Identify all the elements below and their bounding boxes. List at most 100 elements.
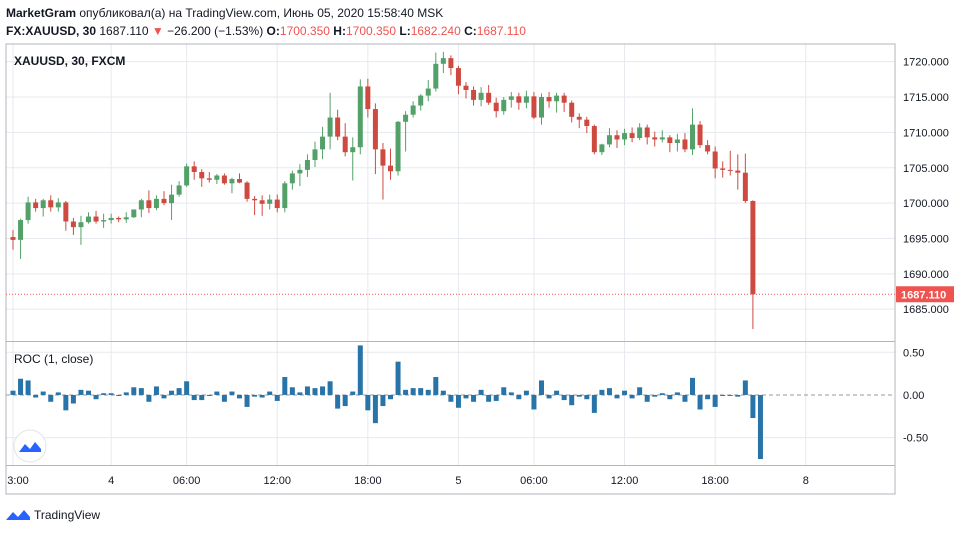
footer-brand[interactable]: TradingView xyxy=(34,508,101,522)
candle-body xyxy=(576,116,582,120)
roc-bar xyxy=(123,392,129,395)
roc-bar xyxy=(244,394,250,407)
roc-bar xyxy=(523,390,529,395)
candle xyxy=(712,146,718,179)
candle-body xyxy=(252,198,258,201)
roc-bar xyxy=(606,388,612,395)
time-tick-label: 8 xyxy=(803,475,809,487)
roc-bar xyxy=(546,394,552,399)
candle-body xyxy=(674,139,680,143)
roc-bar xyxy=(433,377,439,395)
candle xyxy=(365,78,371,118)
roc-bar xyxy=(380,394,386,407)
candle-body xyxy=(78,222,84,228)
time-tick-label: 12:00 xyxy=(263,475,291,487)
candle xyxy=(146,190,152,214)
grid-lines xyxy=(6,44,895,465)
candle xyxy=(176,181,182,197)
roc-bar xyxy=(40,391,46,395)
candle-body xyxy=(546,97,552,102)
candle xyxy=(259,195,265,216)
candle-body xyxy=(569,102,575,117)
candle xyxy=(591,124,597,155)
tradingview-watermark-icon[interactable] xyxy=(13,429,47,463)
close-value: 1687.110 xyxy=(476,24,526,38)
candle xyxy=(682,133,688,153)
candle-body xyxy=(289,173,295,184)
price-tick-label: 1720.000 xyxy=(903,57,949,69)
candle xyxy=(169,184,175,221)
price-tick-label: 1700.000 xyxy=(903,198,949,210)
roc-bar xyxy=(161,394,167,399)
symbol-label[interactable]: FX:XAUUSD, 30 xyxy=(6,24,97,38)
author-name[interactable]: MarketGram xyxy=(6,6,77,20)
roc-bar xyxy=(690,377,695,395)
candle xyxy=(25,196,31,224)
candle xyxy=(652,131,658,147)
roc-bar xyxy=(116,394,122,396)
roc-bar xyxy=(184,381,190,395)
candle-body xyxy=(297,169,303,174)
candle-body xyxy=(712,151,718,169)
time-tick-label: 18:00 xyxy=(701,475,729,487)
roc-bar xyxy=(501,387,507,395)
roc-bar xyxy=(478,389,484,395)
roc-bar xyxy=(70,394,76,404)
time-tick-label: 12:00 xyxy=(611,475,639,487)
candle xyxy=(312,141,318,168)
candle xyxy=(357,79,363,155)
roc-bar xyxy=(289,387,295,395)
candle-body xyxy=(478,92,484,100)
roc-bar xyxy=(48,394,54,402)
roc-bar xyxy=(644,394,650,402)
roc-bar xyxy=(221,394,227,402)
roc-bar xyxy=(138,388,144,395)
candle-body xyxy=(176,185,182,195)
candle-body xyxy=(705,145,711,152)
candle xyxy=(440,51,446,73)
candle xyxy=(214,174,220,185)
candle-body xyxy=(86,216,91,223)
candle-body xyxy=(350,147,356,153)
candle-body xyxy=(327,117,333,137)
price-tick-label: 1705.000 xyxy=(903,163,949,175)
candle xyxy=(531,92,537,119)
candle xyxy=(244,181,250,202)
roc-bar xyxy=(274,394,280,401)
quote-line: FX:XAUUSD, 30 1687.110 ▼ −26.200 (−1.53%… xyxy=(6,22,956,40)
candle xyxy=(395,121,401,176)
roc-bar xyxy=(304,386,310,395)
time-tick-label: 3:00 xyxy=(7,475,28,487)
candle-body xyxy=(659,137,665,140)
open-label: O: xyxy=(266,24,280,38)
candle xyxy=(327,92,333,150)
open-value: 1700.350 xyxy=(279,24,330,38)
candle xyxy=(750,200,756,329)
candle-body xyxy=(93,216,99,222)
candle xyxy=(599,143,605,156)
candle xyxy=(569,100,575,123)
candle-body xyxy=(282,183,288,209)
roc-bar xyxy=(750,394,756,419)
roc-bar xyxy=(101,393,107,395)
time-tick-label: 06:00 xyxy=(520,475,548,487)
roc-bar xyxy=(191,394,197,401)
candle-body xyxy=(304,159,310,170)
roc-bar xyxy=(599,389,605,395)
candle xyxy=(184,163,190,187)
candle-body xyxy=(274,199,280,209)
roc-bar xyxy=(576,394,582,397)
candle xyxy=(674,133,680,152)
roc-bar xyxy=(539,380,544,395)
candle xyxy=(335,109,341,141)
candle xyxy=(350,137,356,181)
candle xyxy=(410,101,416,118)
candle xyxy=(70,217,76,235)
time-tick-label: 4 xyxy=(108,475,114,487)
roc-bar xyxy=(214,391,220,395)
candle xyxy=(388,148,393,180)
candle-body xyxy=(682,139,688,150)
candle-body xyxy=(735,170,741,173)
roc-bar xyxy=(584,394,590,400)
